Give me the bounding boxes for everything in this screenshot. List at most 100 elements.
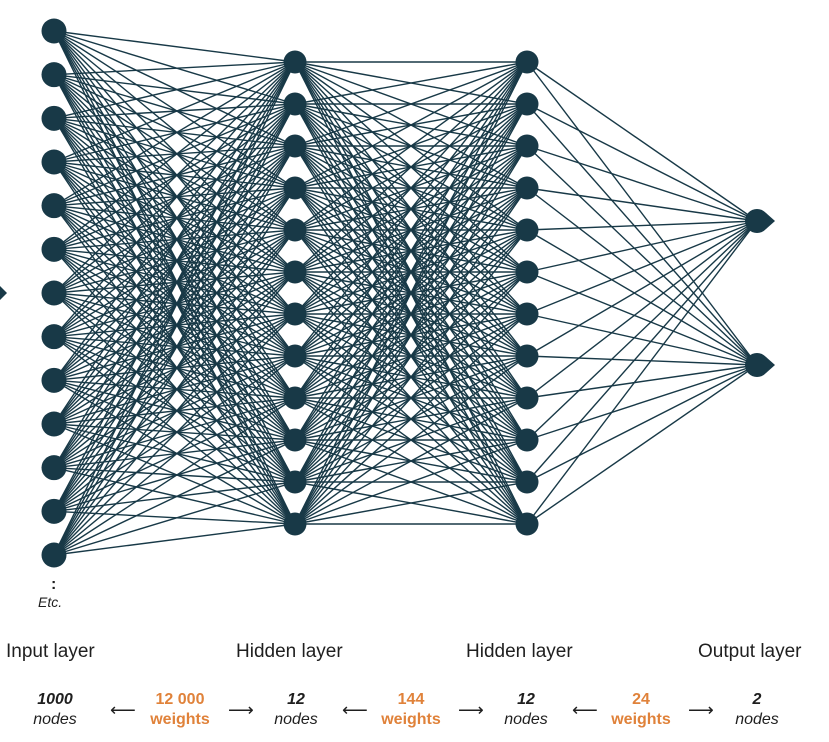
edge-l1-3-0 bbox=[294, 61, 528, 189]
arrow-right-icon: ⟶ bbox=[228, 700, 254, 720]
edge-l2-6-0 bbox=[526, 220, 758, 315]
edge-l0-12-8 bbox=[53, 397, 296, 556]
arrow-left-icon: ⟵ bbox=[572, 700, 598, 720]
edge-l0-10-8 bbox=[53, 397, 296, 469]
node-layer2-9 bbox=[515, 428, 539, 452]
node-layer2-5 bbox=[515, 260, 539, 284]
node-layer1-4 bbox=[283, 218, 307, 242]
edge-l1-11-3 bbox=[294, 187, 528, 525]
node-layer1-5 bbox=[283, 260, 307, 284]
edge-l2-2-1 bbox=[526, 145, 758, 366]
edge-l2-11-1 bbox=[526, 364, 758, 525]
edge-l0-7-9 bbox=[53, 336, 296, 441]
weights-3-value: 24 bbox=[632, 691, 650, 708]
edge-l0-4-5 bbox=[53, 204, 296, 273]
edge-l0-3-1 bbox=[53, 103, 296, 163]
node-layer2-2 bbox=[515, 134, 539, 158]
edge-l0-6-0 bbox=[53, 61, 296, 294]
hidden-layer-1-label: Hidden layer bbox=[236, 641, 343, 662]
node-layer0-0 bbox=[41, 18, 67, 44]
edge-l0-2-0 bbox=[53, 61, 296, 120]
edge-l0-2-6 bbox=[53, 117, 296, 315]
edge-l0-5-10 bbox=[53, 248, 296, 483]
edge-l0-4-7 bbox=[53, 205, 296, 357]
node-layer2-1 bbox=[515, 92, 539, 116]
edge-l0-8-8 bbox=[53, 379, 296, 399]
edge-l1-11-1 bbox=[294, 103, 528, 525]
edge-l2-6-1 bbox=[526, 313, 758, 366]
node-layer0-6 bbox=[41, 280, 67, 306]
edge-l0-6-9 bbox=[53, 292, 296, 441]
node-layer3-0 bbox=[745, 209, 769, 233]
edge-l0-1-0 bbox=[53, 61, 296, 76]
edge-l0-4-9 bbox=[53, 205, 296, 441]
edge-l0-10-9 bbox=[53, 439, 296, 469]
node-layer1-0 bbox=[283, 50, 307, 74]
edge-l0-0-1 bbox=[53, 30, 296, 105]
edge-l2-5-1 bbox=[526, 271, 758, 366]
arrow-right-icon: ⟶ bbox=[458, 700, 484, 720]
edge-l0-3-3 bbox=[53, 161, 296, 189]
edge-l0-10-0 bbox=[53, 61, 296, 469]
input-layer-label: Input layer bbox=[6, 641, 95, 662]
edge-l2-11-0 bbox=[526, 220, 758, 525]
node-layer0-11 bbox=[41, 498, 67, 524]
edge-l1-7-0 bbox=[294, 61, 528, 357]
edge-l0-9-9 bbox=[53, 423, 296, 441]
output-arrow-icon bbox=[766, 357, 775, 373]
edge-l0-12-3 bbox=[53, 187, 296, 556]
edge-l0-2-2 bbox=[53, 117, 296, 147]
edge-l0-12-11 bbox=[53, 523, 296, 556]
neural-network-diagram bbox=[0, 18, 775, 568]
input-node-count-value: 1000 bbox=[37, 691, 73, 708]
node-layer0-9 bbox=[41, 411, 67, 437]
edge-l2-10-1 bbox=[526, 364, 758, 483]
edge-l0-12-1 bbox=[53, 103, 296, 556]
node-layer0-5 bbox=[41, 236, 67, 262]
weights-3-count: 24 weights bbox=[581, 690, 701, 730]
edge-l0-12-2 bbox=[53, 145, 296, 556]
edge-l0-3-6 bbox=[53, 161, 296, 315]
node-layer0-10 bbox=[41, 455, 67, 481]
edge-l0-1-1 bbox=[53, 73, 296, 105]
edge-l0-9-11 bbox=[53, 423, 296, 525]
node-layer0-1 bbox=[41, 62, 67, 88]
output-node-count-unit: nodes bbox=[735, 711, 779, 728]
edge-l0-4-0 bbox=[53, 61, 296, 207]
edge-l2-1-1 bbox=[526, 103, 758, 366]
edge-l0-5-6 bbox=[53, 248, 296, 315]
edge-l0-8-7 bbox=[53, 355, 296, 382]
edge-l2-3-1 bbox=[526, 187, 758, 366]
edge-l0-1-3 bbox=[53, 74, 296, 189]
edge-l0-6-10 bbox=[53, 292, 296, 483]
edge-l0-10-11 bbox=[53, 466, 296, 525]
arrow-left-icon: ⟵ bbox=[110, 700, 136, 720]
edge-l1-8-0 bbox=[294, 61, 528, 399]
node-layer1-11 bbox=[283, 512, 307, 536]
edge-l1-11-4 bbox=[294, 229, 528, 525]
edge-l0-0-4 bbox=[53, 30, 296, 231]
edge-l1-1-0 bbox=[294, 61, 528, 105]
weights-1-value: 12 000 bbox=[155, 691, 205, 708]
arrow-right-icon: ⟶ bbox=[688, 700, 714, 720]
edge-l2-4-1 bbox=[526, 229, 758, 366]
node-layer3-1 bbox=[745, 353, 769, 377]
edge-l0-6-11 bbox=[53, 292, 296, 525]
edge-l0-12-5 bbox=[53, 271, 296, 556]
edge-l0-1-5 bbox=[53, 74, 296, 273]
edge-l0-12-9 bbox=[53, 439, 296, 556]
edge-l0-10-10 bbox=[53, 466, 296, 483]
edge-l0-9-7 bbox=[53, 355, 296, 425]
edge-l1-11-8 bbox=[294, 397, 528, 525]
edge-l0-3-8 bbox=[53, 161, 296, 399]
edge-l0-12-7 bbox=[53, 355, 296, 556]
ellipsis-dots: : bbox=[51, 576, 57, 593]
edge-l1-11-5 bbox=[294, 271, 528, 525]
node-layer0-12 bbox=[41, 542, 67, 568]
node-layer0-8 bbox=[41, 367, 67, 393]
edge-l0-11-10 bbox=[53, 481, 296, 513]
output-node-count: 2 nodes bbox=[697, 690, 817, 730]
edge-l0-7-5 bbox=[53, 271, 296, 338]
edge-l0-7-10 bbox=[53, 336, 296, 483]
edge-l0-1-4 bbox=[53, 74, 296, 231]
